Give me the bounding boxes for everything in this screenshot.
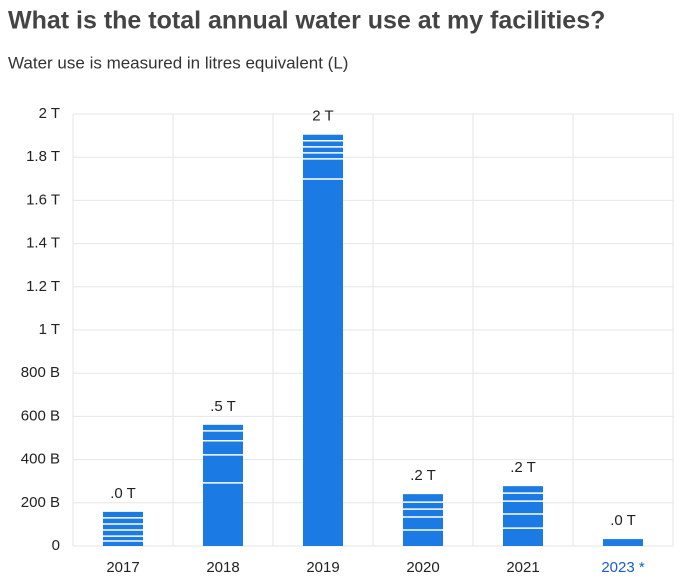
value-label: .0 T (610, 512, 636, 529)
bar-segment (103, 523, 143, 531)
bar-segment (103, 530, 143, 537)
x-tick-label: 2018 (206, 559, 239, 576)
y-tick-label: 1.2 T (26, 278, 60, 295)
x-tick-label: 2019 (306, 559, 339, 576)
bar-segment (103, 536, 143, 542)
bar-segment (203, 430, 243, 441)
bar-segment (303, 134, 343, 141)
value-label: .2 T (410, 467, 436, 484)
value-label: .0 T (110, 485, 136, 502)
y-tick-label: 1.4 T (26, 235, 60, 252)
bar-segment (403, 494, 443, 503)
x-tick-label: 2020 (406, 559, 439, 576)
bar-segment (503, 514, 543, 529)
y-tick-label: 800 B (21, 364, 60, 381)
bar-segment (503, 486, 543, 494)
chart-title: What is the total annual water use at my… (8, 7, 605, 35)
bar-segment (103, 517, 143, 524)
bar-segment (403, 517, 443, 531)
bar-segment (303, 158, 343, 180)
bar-segment (303, 146, 343, 153)
y-tick-label: 200 B (21, 494, 60, 511)
bar-segment (303, 179, 343, 547)
bar-segment (403, 502, 443, 510)
x-tick-label: 2021 (506, 559, 539, 576)
bar-segment (203, 454, 243, 483)
bar-segment (203, 482, 243, 546)
bar-segment (403, 530, 443, 546)
value-label: 2 T (312, 108, 333, 125)
value-label: .2 T (510, 459, 536, 476)
bar-segment (103, 511, 143, 518)
bar-segment (303, 152, 343, 159)
y-tick-label: 600 B (21, 407, 60, 424)
bar-segment (503, 528, 543, 546)
bar-segment (303, 140, 343, 147)
x-tick-label[interactable]: 2023 * (601, 559, 645, 576)
chart-subtitle: Water use is measured in litres equivale… (8, 53, 348, 72)
bar-segment (103, 541, 143, 546)
y-tick-label: 2 T (39, 105, 60, 122)
bar-segment (603, 539, 643, 546)
bar-segment (203, 440, 243, 455)
y-tick-label: 1 T (39, 321, 60, 338)
x-tick-label: 2017 (106, 559, 139, 576)
bar-segment (503, 493, 543, 502)
bar-segment (203, 424, 243, 431)
y-tick-label: 1.8 T (26, 148, 60, 165)
value-label: .5 T (210, 398, 236, 415)
bar-segment (403, 509, 443, 518)
y-tick-label: 1.6 T (26, 191, 60, 208)
y-tick-label: 400 B (21, 451, 60, 468)
y-tick-label: 0 (52, 537, 60, 554)
bar-segment (503, 501, 543, 515)
